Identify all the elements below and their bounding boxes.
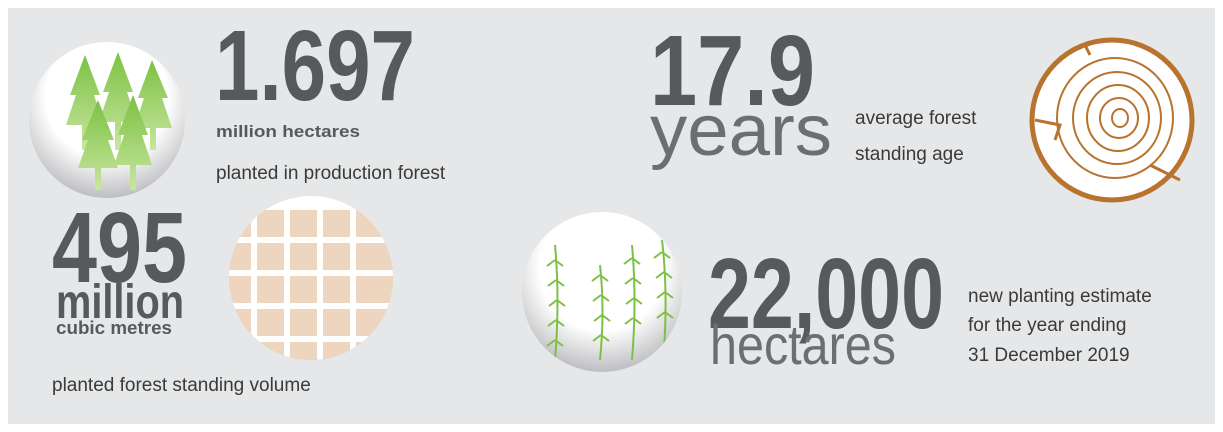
- stat-description: planted in production forest: [216, 163, 446, 184]
- stat-description: average forest: [855, 108, 977, 129]
- stat-unit: years: [650, 91, 832, 171]
- seedlings-icon: [522, 212, 682, 372]
- stat-description: for the year ending: [968, 315, 1126, 336]
- stat-description: planted forest standing volume: [52, 375, 311, 396]
- stat-unit: hectares: [710, 313, 896, 376]
- grid-icon: [229, 196, 393, 360]
- infographic: 1.697 million hectares planted in produc…: [0, 0, 1223, 432]
- trees-icon: [29, 42, 185, 198]
- stat-unit: million hectares: [216, 122, 360, 141]
- stat-description: standing age: [855, 144, 964, 165]
- stat-unit: cubic metres: [56, 318, 172, 338]
- stat-value: 1.697: [215, 10, 415, 122]
- stat-description: 31 December 2019: [968, 345, 1130, 366]
- log-icon: [1032, 40, 1192, 200]
- stat-description: new planting estimate: [968, 286, 1152, 307]
